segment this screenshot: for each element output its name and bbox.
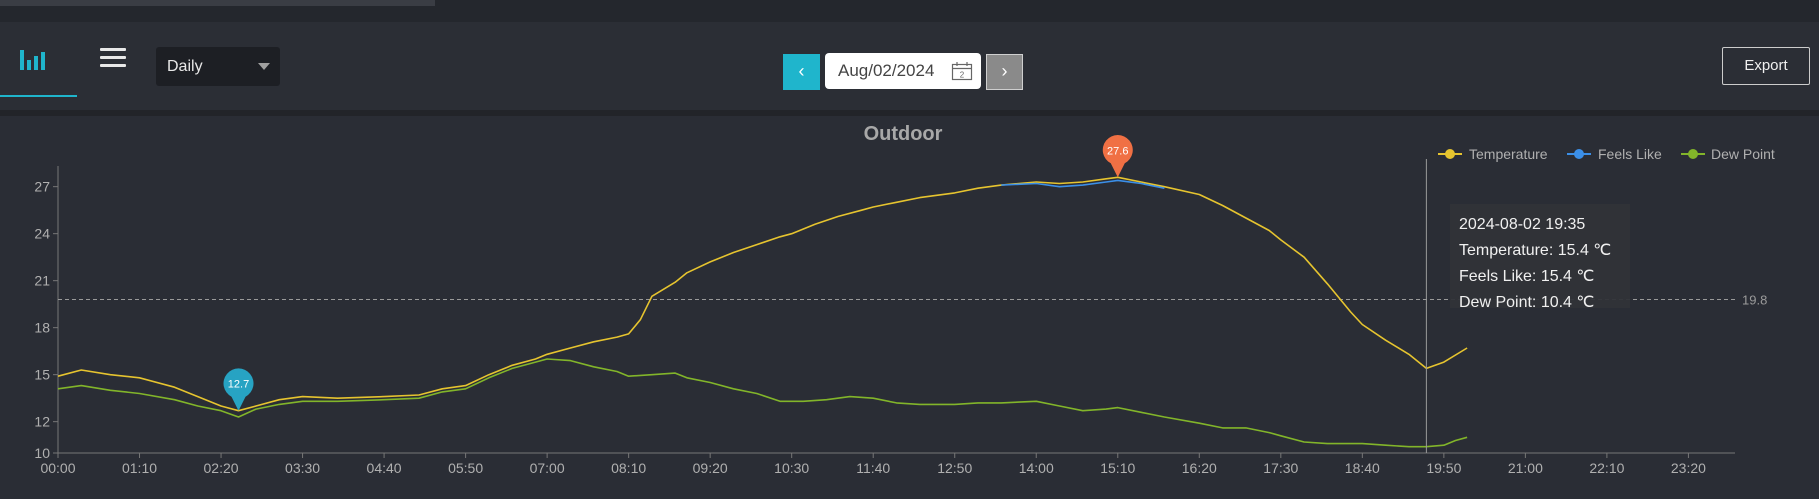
reference-line-label: 19.8	[1742, 292, 1767, 307]
series-line-temperature	[57, 176, 1468, 412]
x-tick-label: 15:10	[1100, 460, 1135, 476]
period-select[interactable]: Daily	[156, 47, 280, 86]
calendar-icon[interactable]: 2	[951, 61, 973, 81]
x-tick-label: 21:00	[1508, 460, 1543, 476]
x-tick-label: 14:00	[1019, 460, 1054, 476]
x-tick-label: 23:20	[1671, 460, 1706, 476]
series-line-dew-point	[57, 358, 1468, 448]
min-marker-label: 12.7	[228, 379, 249, 391]
y-tick-label: 21	[34, 273, 50, 289]
x-tick-label: 01:10	[122, 460, 157, 476]
x-tick-label: 05:50	[448, 460, 483, 476]
x-tick-label: 16:20	[1182, 460, 1217, 476]
chart-panel: Outdoor Temperature Feels Like Dew Point…	[0, 116, 1819, 494]
tooltip-time: 2024-08-02 19:35	[1459, 216, 1585, 233]
previous-date-button[interactable]: ‹	[783, 54, 820, 90]
period-select-value: Daily	[167, 58, 203, 75]
toolbar-separator	[0, 110, 1819, 116]
y-tick-label: 12	[34, 414, 50, 430]
x-tick-label: 04:40	[367, 460, 402, 476]
chart-legend: Temperature Feels Like Dew Point	[1438, 146, 1775, 162]
tooltip-feels-like: Feels Like: 15.4 ℃	[1459, 268, 1594, 285]
y-tick-label: 18	[34, 320, 50, 336]
y-tick-label: 15	[34, 367, 50, 383]
export-button[interactable]: Export	[1722, 47, 1810, 85]
active-tab-underline	[0, 95, 77, 97]
legend-label-temperature: Temperature	[1469, 146, 1548, 162]
x-tick-label: 10:30	[774, 460, 809, 476]
x-tick-label: 19:50	[1426, 460, 1461, 476]
legend-label-dew-point: Dew Point	[1711, 146, 1775, 162]
chevron-down-icon	[258, 63, 270, 70]
max-marker-label: 27.6	[1107, 145, 1128, 157]
min-marker-shape	[223, 368, 254, 411]
chart-axes: 10 12 15 18 21 24 27 00:00 01:10 02:20 03:30 04:40 0…	[34, 166, 1735, 476]
chart-title: Outdoor	[864, 123, 943, 145]
x-tick-label: 02:20	[204, 460, 239, 476]
date-input[interactable]: Aug/02/2024 2	[825, 53, 981, 89]
reference-line: 19.8	[58, 292, 1767, 307]
legend-label-feels-like: Feels Like	[1598, 146, 1662, 162]
x-tick-label: 18:40	[1345, 460, 1380, 476]
x-tick-label: 09:20	[693, 460, 728, 476]
calendar-day: 2	[960, 71, 965, 80]
x-tick-label: 12:50	[937, 460, 972, 476]
chart-markers: 27.6 12.7	[223, 135, 1133, 411]
outdoor-chart: Outdoor Temperature Feels Like Dew Point…	[34, 123, 1775, 476]
x-tick-label: 03:30	[285, 460, 320, 476]
max-marker-shape	[1102, 135, 1133, 178]
tooltip-dew-point: Dew Point: 10.4 ℃	[1459, 294, 1594, 311]
chart-series	[57, 176, 1468, 448]
x-tick-label: 17:30	[1263, 460, 1298, 476]
x-tick-label: 11:40	[856, 460, 890, 476]
x-tick-label: 08:10	[611, 460, 646, 476]
series-line-feels-like	[1001, 179, 1165, 189]
window-tab-stub	[0, 0, 435, 6]
legend-item-dew-point[interactable]: Dew Point	[1681, 146, 1775, 162]
date-value: Aug/02/2024	[838, 61, 935, 80]
top-strip	[0, 0, 1819, 22]
chart-view-tab[interactable]	[0, 22, 77, 97]
max-marker: 27.6	[1102, 135, 1133, 178]
min-marker: 12.7	[223, 368, 254, 411]
bar-chart-icon	[20, 50, 45, 70]
x-tick-label: 22:10	[1589, 460, 1624, 476]
legend-item-feels-like[interactable]: Feels Like	[1567, 146, 1662, 162]
y-tick-label: 10	[34, 445, 50, 461]
tooltip-temperature: Temperature: 15.4 ℃	[1459, 242, 1611, 259]
legend-item-temperature[interactable]: Temperature	[1438, 146, 1548, 162]
hamburger-menu-icon[interactable]	[100, 48, 126, 70]
chart-tooltip: 2024-08-02 19:35 Temperature: 15.4 ℃ Fee…	[1450, 204, 1630, 311]
next-date-button[interactable]: ›	[986, 54, 1023, 90]
y-tick-label: 27	[34, 179, 50, 195]
x-tick-label: 00:00	[40, 460, 75, 476]
y-tick-label: 24	[34, 226, 50, 242]
x-tick-label: 07:00	[530, 460, 565, 476]
